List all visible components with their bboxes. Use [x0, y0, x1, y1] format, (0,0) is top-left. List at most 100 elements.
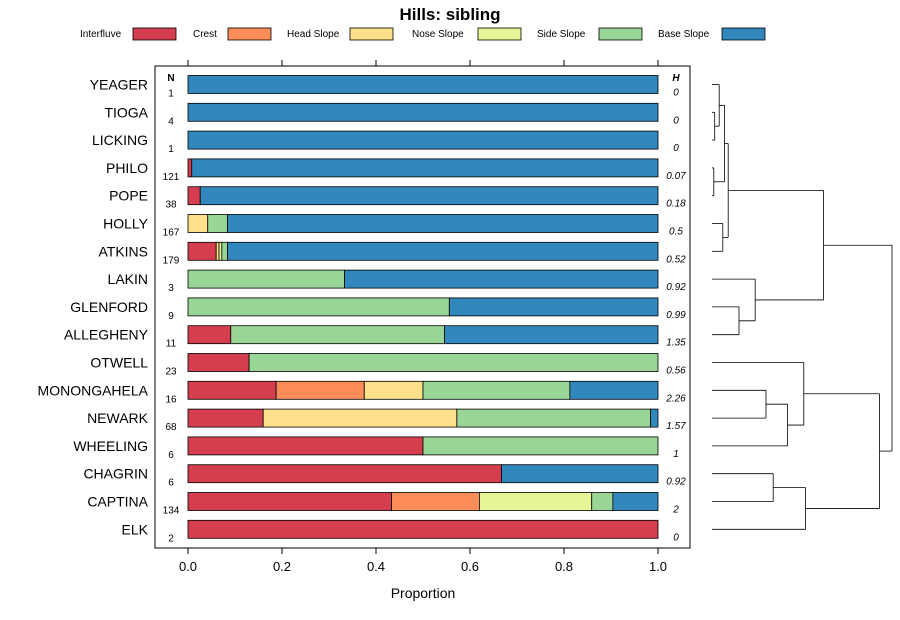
bar-segment-monongahela-crest: [275, 380, 365, 400]
bar-segment-newark-interfluve: [187, 408, 264, 428]
h-label-allegheny: 1.35: [666, 338, 686, 349]
legend-label-interfluve: Interfluve: [80, 29, 122, 40]
legend-swatch-base-slope: [721, 27, 766, 41]
bar-segment-atkins-nose-slope: [218, 241, 223, 261]
x-tick-label-5: 1.0: [649, 559, 667, 574]
bar-segment-elk-interfluve: [187, 519, 659, 539]
bar-segment-atkins-base-slope: [227, 241, 659, 261]
bar-segment-tioga-base-slope: [187, 102, 659, 122]
h-label-philo: 0.07: [666, 171, 686, 182]
bar-segment-allegheny-side-slope: [230, 325, 446, 345]
bar-segment-chagrin-interfluve: [187, 464, 502, 484]
h-label-pope: 0.18: [666, 199, 686, 210]
legend-swatch-nose-slope: [477, 27, 522, 41]
n-label-tioga: 4: [168, 116, 174, 127]
bars-group: [187, 75, 659, 539]
h-label-captina: 2: [672, 505, 679, 516]
legend-label-head-slope: Head Slope: [287, 29, 340, 40]
y-label-yeager: YEAGER: [90, 77, 148, 93]
y-axis-labels: YEAGER TIOGA LICKING PHILO POPE HOLLY ATKINS LA…: [38, 77, 149, 538]
h-label-glenford: 0.99: [666, 310, 686, 321]
dendrogram: [712, 84, 893, 530]
y-label-lakin: LAKIN: [108, 271, 148, 287]
bar-segment-glenford-side-slope: [187, 297, 450, 317]
bar-segment-wheeling-side-slope: [422, 436, 659, 456]
bar-segment-philo-interfluve: [187, 158, 193, 178]
plot-panel: [154, 65, 691, 549]
n-label-pope: 38: [165, 200, 177, 211]
y-label-glenford: GLENFORD: [70, 299, 148, 315]
h-column-header: H: [672, 73, 680, 84]
y-label-holly: HOLLY: [103, 216, 149, 232]
bar-segment-captina-interfluve: [187, 492, 392, 511]
h-label-holly: 0.5: [669, 227, 683, 238]
h-label-elk: 0: [673, 532, 679, 543]
x-tick-label-4: 0.8: [555, 559, 573, 574]
x-tick-label-2: 0.4: [367, 559, 385, 574]
bar-segment-monongahela-side-slope: [422, 380, 571, 400]
legend-label-nose-slope: Nose Slope: [412, 29, 464, 40]
bar-segment-captina-base-slope: [612, 492, 659, 511]
n-label-otwell: 23: [165, 367, 177, 378]
y-label-pope: POPE: [109, 188, 148, 204]
n-label-atkins: 179: [163, 255, 180, 266]
y-label-allegheny: ALLEGHENY: [64, 327, 149, 343]
n-label-captina: 134: [163, 506, 180, 517]
bar-segment-holly-head-slope: [187, 214, 209, 233]
h-label-wheeling: 1: [673, 449, 679, 460]
x-tick-label-1: 0.2: [273, 559, 291, 574]
n-label-elk: 2: [168, 533, 174, 544]
h-label-monongahela: 2.26: [665, 393, 686, 404]
y-label-captina: CAPTINA: [87, 494, 148, 510]
legend-swatch-crest: [227, 27, 272, 41]
bar-segment-pope-interfluve: [187, 186, 201, 206]
h-label-tioga: 0: [673, 115, 679, 126]
bar-segment-lakin-base-slope: [344, 269, 659, 289]
x-axis-title: Proportion: [391, 585, 456, 601]
legend-swatch-side-slope: [598, 27, 643, 41]
bar-segment-atkins-interfluve: [187, 241, 217, 261]
bar-segment-atkins-head-slope: [215, 241, 220, 261]
n-label-glenford: 9: [168, 311, 174, 322]
bar-segment-wheeling-interfluve: [187, 436, 424, 456]
y-label-licking: LICKING: [92, 132, 148, 148]
bar-segment-allegheny-interfluve: [187, 325, 232, 345]
bar-segment-holly-base-slope: [227, 214, 659, 233]
bar-segment-monongahela-head-slope: [363, 380, 424, 400]
x-axis: 0.0 0.2 0.4 0.6 0.8 1.0: [179, 60, 667, 574]
y-label-chagrin: CHAGRIN: [83, 466, 148, 482]
n-column-header: N: [167, 73, 174, 84]
chart-title: Hills: sibling: [399, 5, 500, 24]
h-label-otwell: 0.56: [666, 366, 686, 377]
bar-segment-glenford-base-slope: [448, 297, 659, 317]
n-label-holly: 167: [163, 228, 180, 239]
n-label-wheeling: 6: [168, 450, 174, 461]
bar-segment-captina-nose-slope: [478, 492, 593, 511]
bar-segment-otwell-interfluve: [187, 353, 250, 372]
h-label-licking: 0: [673, 143, 679, 154]
x-tick-label-0: 0.0: [179, 559, 197, 574]
bar-segment-captina-side-slope: [591, 492, 614, 511]
y-label-tioga: TIOGA: [104, 104, 148, 120]
bar-segment-monongahela-interfluve: [187, 380, 277, 400]
y-label-otwell: OTWELL: [90, 355, 148, 371]
n-label-monongahela: 16: [165, 394, 177, 405]
y-label-monongahela: MONONGAHELA: [38, 382, 149, 398]
n-label-licking: 1: [168, 144, 174, 155]
legend-swatch-interfluve: [132, 27, 177, 41]
n-label-allegheny: 11: [166, 339, 177, 350]
n-label-yeager: 1: [168, 89, 174, 100]
n-label-newark: 68: [165, 422, 177, 433]
y-label-newark: NEWARK: [87, 410, 149, 426]
y-label-philo: PHILO: [106, 160, 148, 176]
h-label-newark: 1.57: [666, 421, 686, 432]
bar-segment-newark-base-slope: [650, 408, 659, 428]
legend-label-crest: Crest: [193, 29, 217, 40]
legend-label-base-slope: Base Slope: [658, 29, 710, 40]
n-label-philo: 121: [163, 172, 180, 183]
x-tick-label-3: 0.6: [461, 559, 479, 574]
n-label-chagrin: 6: [168, 478, 174, 489]
bar-segment-licking-base-slope: [187, 130, 659, 150]
bar-segment-monongahela-base-slope: [569, 380, 659, 400]
